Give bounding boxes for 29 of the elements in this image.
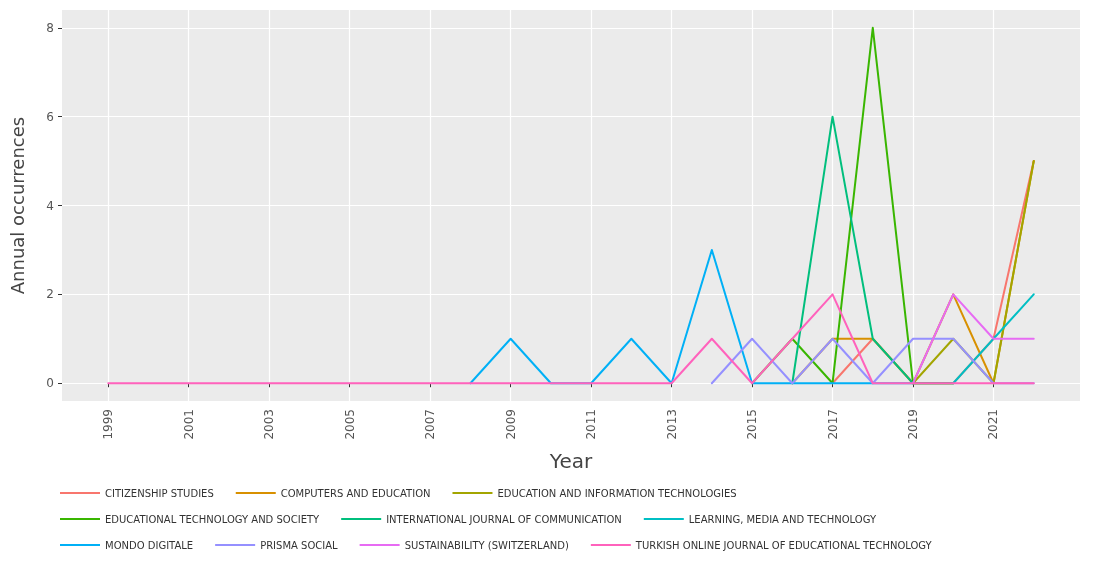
y-axis-title: Annual occurrences bbox=[6, 116, 28, 295]
x-tick-label: 1999 bbox=[101, 409, 116, 440]
legend-label: EDUCATIONAL TECHNOLOGY AND SOCIETY bbox=[105, 513, 321, 525]
x-tick-label: 2017 bbox=[825, 409, 840, 440]
legend-label: PRISMA SOCIAL bbox=[260, 539, 339, 551]
y-tick-label: 2 bbox=[46, 287, 54, 302]
x-axis-title: Year bbox=[548, 449, 593, 473]
legend-label: SUSTAINABILITY (SWITZERLAND) bbox=[404, 539, 569, 551]
x-tick-label: 2003 bbox=[262, 409, 277, 440]
legend-label: EDUCATION AND INFORMATION TECHNOLOGIES bbox=[497, 487, 737, 499]
x-tick-label: 2007 bbox=[423, 409, 438, 440]
legend-label: CITIZENSHIP STUDIES bbox=[105, 487, 214, 499]
legend-label: COMPUTERS AND EDUCATION bbox=[280, 487, 431, 499]
x-tick-label: 2011 bbox=[584, 409, 599, 440]
x-tick-label: 2015 bbox=[745, 409, 760, 440]
x-tick-label: 2021 bbox=[986, 409, 1001, 440]
x-tick-label: 2005 bbox=[342, 409, 357, 440]
x-tick-label: 2009 bbox=[503, 409, 518, 440]
y-tick-label: 4 bbox=[46, 198, 54, 213]
legend-label: LEARNING, MEDIA AND TECHNOLOGY bbox=[688, 513, 877, 525]
y-tick-label: 0 bbox=[46, 376, 54, 391]
legend-label: TURKISH ONLINE JOURNAL OF EDUCATIONAL TECHNOLOGY bbox=[634, 539, 933, 551]
x-tick-label: 2019 bbox=[906, 409, 921, 440]
x-tick-label: 2001 bbox=[181, 409, 196, 440]
x-tick-label: 2013 bbox=[664, 409, 679, 440]
y-tick-label: 6 bbox=[46, 109, 54, 124]
legend-label: INTERNATIONAL JOURNAL OF COMMUNICATION bbox=[386, 513, 622, 525]
y-tick-label: 8 bbox=[46, 20, 54, 35]
legend-label: MONDO DIGITALE bbox=[105, 539, 194, 551]
